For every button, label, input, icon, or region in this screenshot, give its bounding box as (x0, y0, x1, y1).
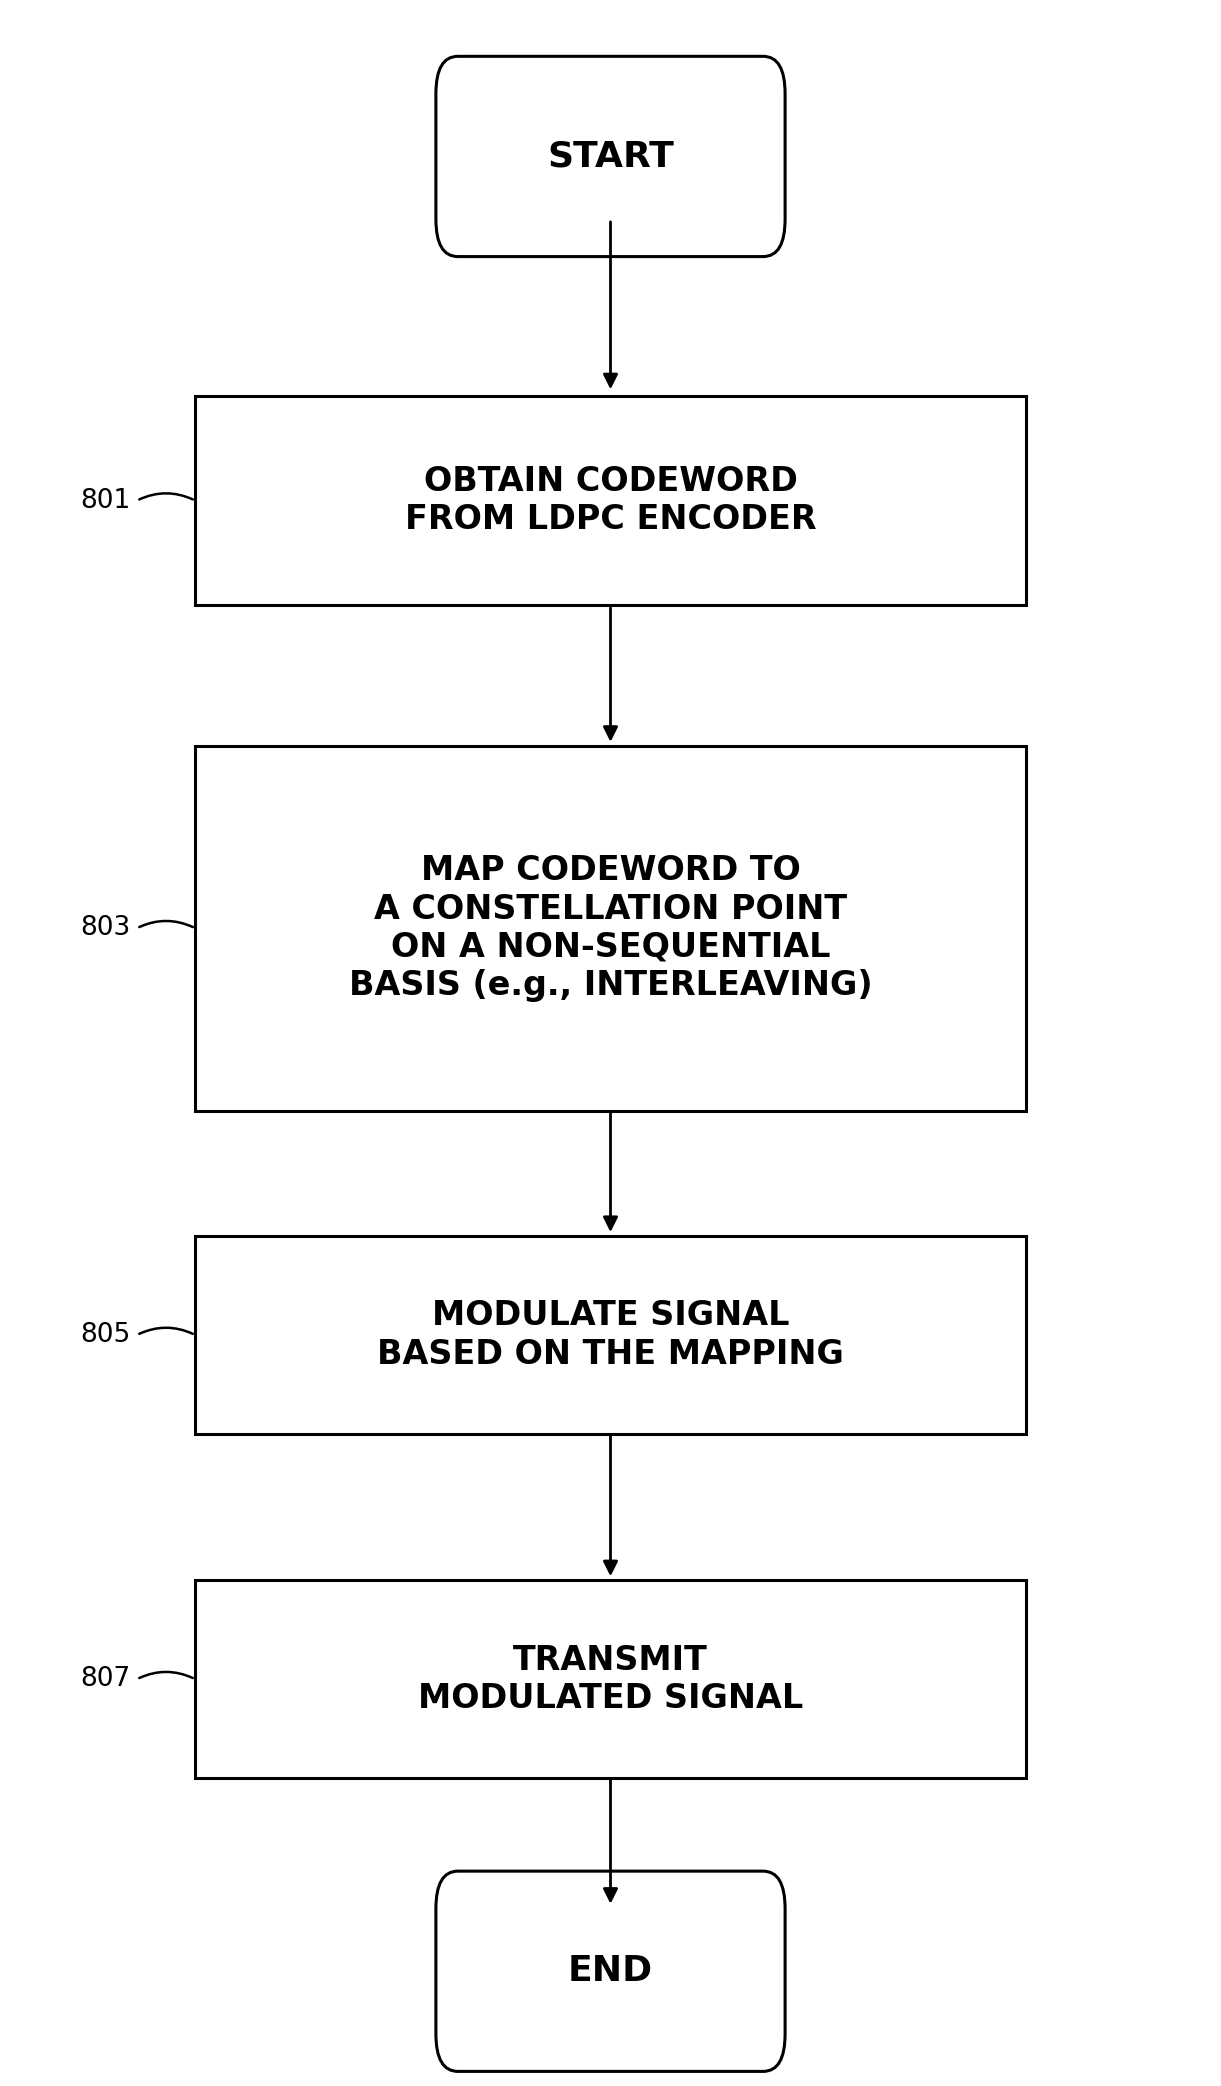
Text: OBTAIN CODEWORD
FROM LDPC ENCODER: OBTAIN CODEWORD FROM LDPC ENCODER (404, 465, 817, 536)
FancyBboxPatch shape (436, 1871, 785, 2071)
Text: 805: 805 (81, 1323, 131, 1348)
Text: START: START (547, 140, 674, 173)
FancyBboxPatch shape (195, 1581, 1026, 1777)
Text: TRANSMIT
MODULATED SIGNAL: TRANSMIT MODULATED SIGNAL (418, 1644, 803, 1715)
Text: 801: 801 (81, 488, 131, 513)
Text: MODULATE SIGNAL
BASED ON THE MAPPING: MODULATE SIGNAL BASED ON THE MAPPING (377, 1300, 844, 1371)
FancyBboxPatch shape (195, 1235, 1026, 1435)
FancyBboxPatch shape (195, 745, 1026, 1110)
FancyBboxPatch shape (195, 396, 1026, 605)
Text: 807: 807 (81, 1667, 131, 1692)
Text: END: END (568, 1955, 653, 1988)
FancyBboxPatch shape (436, 56, 785, 257)
Text: MAP CODEWORD TO
A CONSTELLATION POINT
ON A NON-SEQUENTIAL
BASIS (e.g., INTERLEAV: MAP CODEWORD TO A CONSTELLATION POINT ON… (349, 855, 872, 1001)
Text: 803: 803 (81, 916, 131, 941)
